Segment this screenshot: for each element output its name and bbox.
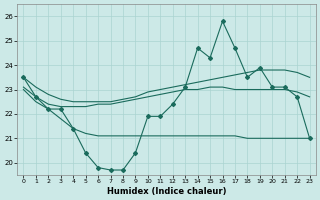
- X-axis label: Humidex (Indice chaleur): Humidex (Indice chaleur): [107, 187, 226, 196]
